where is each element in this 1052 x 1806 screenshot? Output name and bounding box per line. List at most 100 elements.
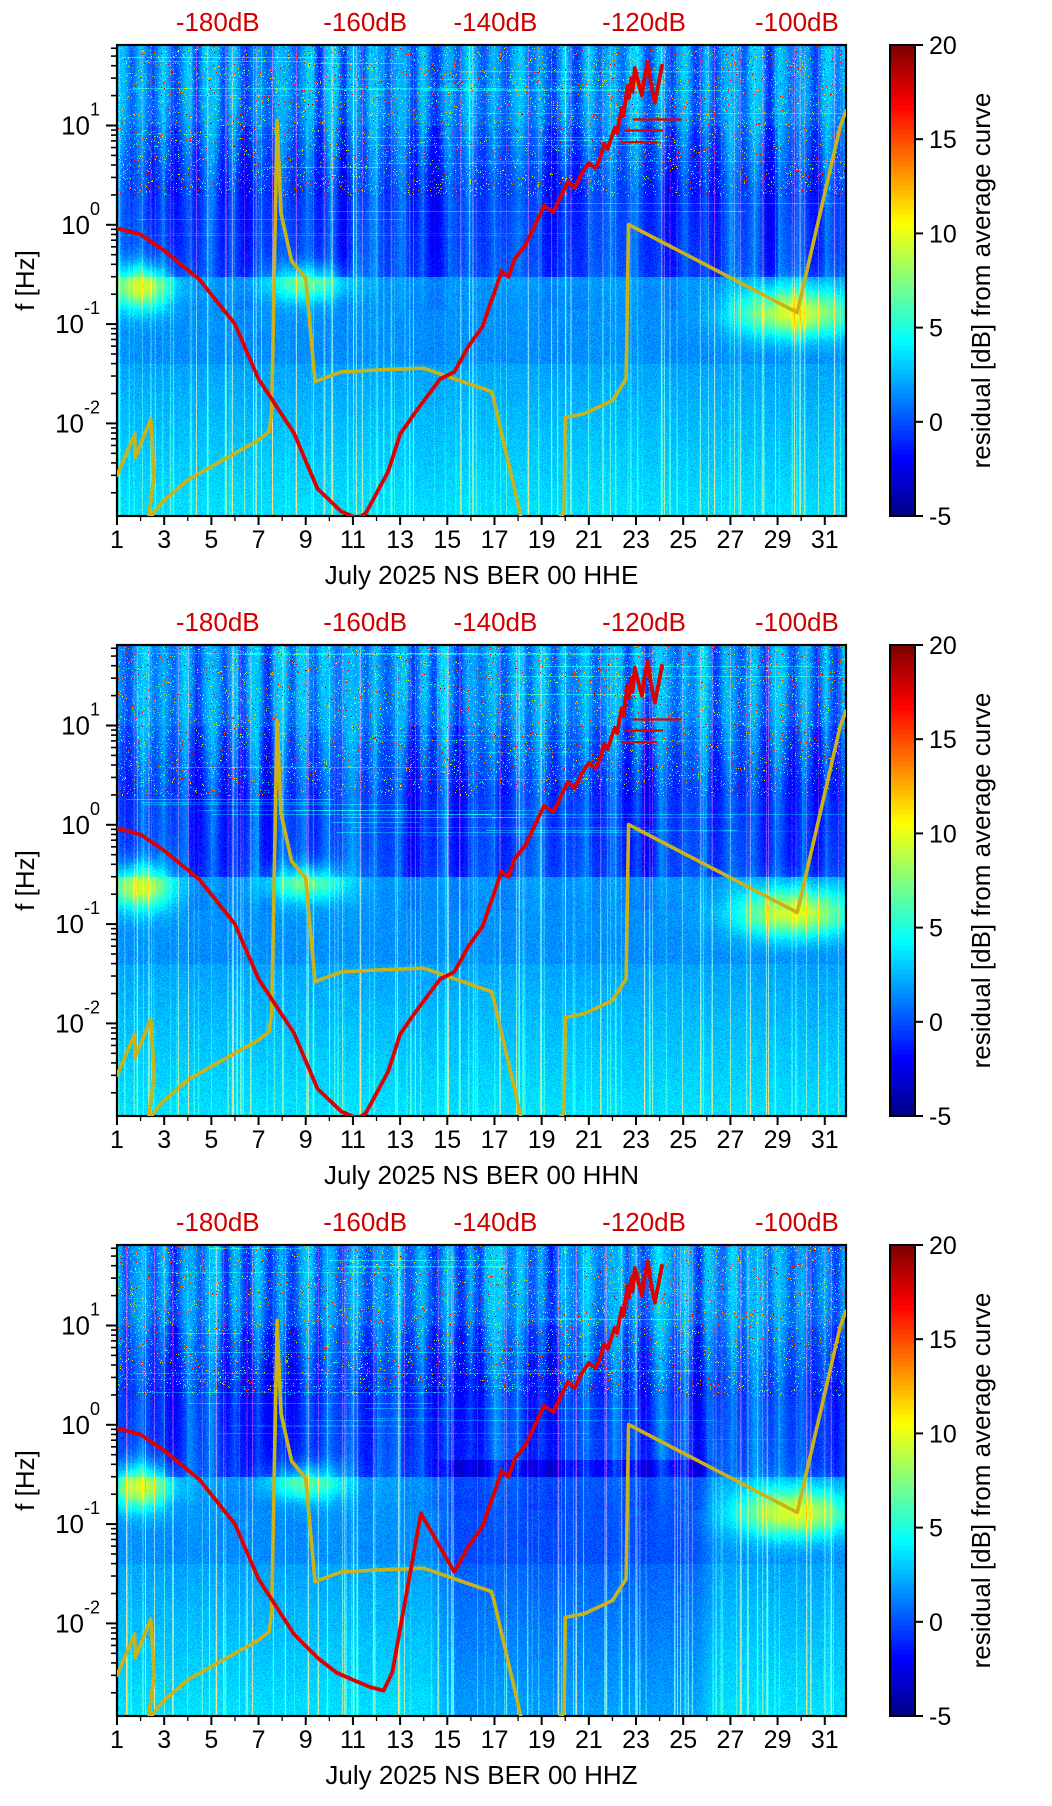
svg-text:5: 5 — [929, 315, 943, 343]
svg-text:10-2: 10-2 — [55, 997, 100, 1038]
svg-text:7: 7 — [252, 526, 266, 554]
svg-text:15: 15 — [929, 726, 957, 754]
svg-text:21: 21 — [575, 526, 603, 554]
svg-text:f [Hz]: f [Hz] — [10, 250, 40, 311]
svg-text:-140dB: -140dB — [453, 1207, 537, 1237]
svg-text:101: 101 — [61, 1300, 100, 1341]
svg-text:19: 19 — [528, 526, 556, 554]
svg-text:-180dB: -180dB — [176, 7, 260, 37]
svg-text:29: 29 — [764, 526, 792, 554]
svg-text:21: 21 — [575, 1726, 603, 1754]
svg-text:9: 9 — [299, 1726, 313, 1754]
svg-text:7: 7 — [252, 1726, 266, 1754]
svg-text:31: 31 — [811, 526, 839, 554]
svg-text:17: 17 — [481, 1126, 509, 1154]
svg-text:100: 100 — [61, 1399, 100, 1440]
svg-text:100: 100 — [61, 199, 100, 240]
svg-text:11: 11 — [340, 1126, 366, 1154]
svg-text:f [Hz]: f [Hz] — [10, 850, 40, 911]
svg-text:5: 5 — [929, 915, 943, 943]
svg-text:-180dB: -180dB — [176, 607, 260, 637]
svg-text:10: 10 — [929, 220, 957, 248]
svg-text:9: 9 — [299, 1126, 313, 1154]
svg-text:21: 21 — [575, 1126, 603, 1154]
svg-text:-120dB: -120dB — [602, 7, 686, 37]
svg-text:-160dB: -160dB — [323, 607, 407, 637]
svg-text:-5: -5 — [929, 503, 951, 531]
svg-text:15: 15 — [929, 1326, 957, 1354]
svg-text:13: 13 — [386, 1726, 414, 1754]
svg-text:23: 23 — [622, 526, 650, 554]
svg-text:July 2025 NS BER 00 HHN: July 2025 NS BER 00 HHN — [324, 1160, 639, 1190]
svg-text:100: 100 — [61, 799, 100, 840]
svg-text:20: 20 — [929, 632, 957, 660]
svg-text:3: 3 — [157, 526, 171, 554]
svg-text:19: 19 — [528, 1126, 556, 1154]
svg-text:25: 25 — [669, 526, 697, 554]
svg-text:-100dB: -100dB — [755, 7, 839, 37]
svg-text:101: 101 — [61, 700, 100, 741]
svg-text:-5: -5 — [929, 1703, 951, 1731]
svg-text:29: 29 — [764, 1726, 792, 1754]
svg-text:5: 5 — [204, 1726, 218, 1754]
svg-text:-120dB: -120dB — [602, 1207, 686, 1237]
svg-text:25: 25 — [669, 1126, 697, 1154]
svg-text:-140dB: -140dB — [453, 607, 537, 637]
svg-text:-100dB: -100dB — [755, 1207, 839, 1237]
svg-text:0: 0 — [929, 409, 943, 437]
svg-text:-180dB: -180dB — [176, 1207, 260, 1237]
svg-text:3: 3 — [157, 1726, 171, 1754]
svg-text:-140dB: -140dB — [453, 7, 537, 37]
svg-text:1: 1 — [110, 526, 124, 554]
svg-text:25: 25 — [669, 1726, 697, 1754]
svg-text:1: 1 — [110, 1726, 124, 1754]
svg-text:-120dB: -120dB — [602, 607, 686, 637]
svg-text:July 2025 NS BER 00 HHE: July 2025 NS BER 00 HHE — [325, 560, 639, 590]
svg-text:9: 9 — [299, 526, 313, 554]
svg-text:29: 29 — [764, 1126, 792, 1154]
svg-text:17: 17 — [481, 1726, 509, 1754]
svg-text:-100dB: -100dB — [755, 607, 839, 637]
svg-text:19: 19 — [528, 1726, 556, 1754]
svg-text:17: 17 — [481, 526, 509, 554]
svg-text:10-1: 10-1 — [55, 898, 100, 939]
svg-text:31: 31 — [811, 1726, 839, 1754]
svg-text:27: 27 — [716, 1126, 744, 1154]
svg-text:23: 23 — [622, 1726, 650, 1754]
svg-text:7: 7 — [252, 1126, 266, 1154]
svg-text:residual [dB] from average cur: residual [dB] from average curve — [966, 693, 996, 1069]
svg-text:20: 20 — [929, 32, 957, 60]
svg-text:11: 11 — [340, 1726, 366, 1754]
svg-text:20: 20 — [929, 1232, 957, 1260]
svg-text:5: 5 — [929, 1515, 943, 1543]
svg-text:10-2: 10-2 — [55, 397, 100, 438]
svg-text:13: 13 — [386, 1126, 414, 1154]
svg-text:15: 15 — [433, 1126, 461, 1154]
svg-text:13: 13 — [386, 526, 414, 554]
svg-text:27: 27 — [716, 526, 744, 554]
svg-text:15: 15 — [929, 126, 957, 154]
svg-text:10-1: 10-1 — [55, 1498, 100, 1539]
svg-text:3: 3 — [157, 1126, 171, 1154]
svg-text:10: 10 — [929, 820, 957, 848]
svg-text:101: 101 — [61, 100, 100, 141]
svg-text:10: 10 — [929, 1420, 957, 1448]
svg-text:10-1: 10-1 — [55, 298, 100, 339]
svg-text:0: 0 — [929, 1009, 943, 1037]
svg-text:5: 5 — [204, 1126, 218, 1154]
svg-text:15: 15 — [433, 1726, 461, 1754]
svg-text:July 2025 NS BER 00 HHZ: July 2025 NS BER 00 HHZ — [325, 1760, 637, 1790]
svg-text:f [Hz]: f [Hz] — [10, 1450, 40, 1511]
svg-text:15: 15 — [433, 526, 461, 554]
svg-text:23: 23 — [622, 1126, 650, 1154]
svg-text:5: 5 — [204, 526, 218, 554]
svg-text:10-2: 10-2 — [55, 1597, 100, 1638]
svg-text:-5: -5 — [929, 1103, 951, 1131]
svg-text:-160dB: -160dB — [323, 1207, 407, 1237]
svg-text:-160dB: -160dB — [323, 7, 407, 37]
svg-text:residual [dB] from average cur: residual [dB] from average curve — [966, 93, 996, 469]
svg-text:residual [dB] from average cur: residual [dB] from average curve — [966, 1293, 996, 1669]
svg-text:31: 31 — [811, 1126, 839, 1154]
svg-text:27: 27 — [716, 1726, 744, 1754]
svg-text:1: 1 — [110, 1126, 124, 1154]
